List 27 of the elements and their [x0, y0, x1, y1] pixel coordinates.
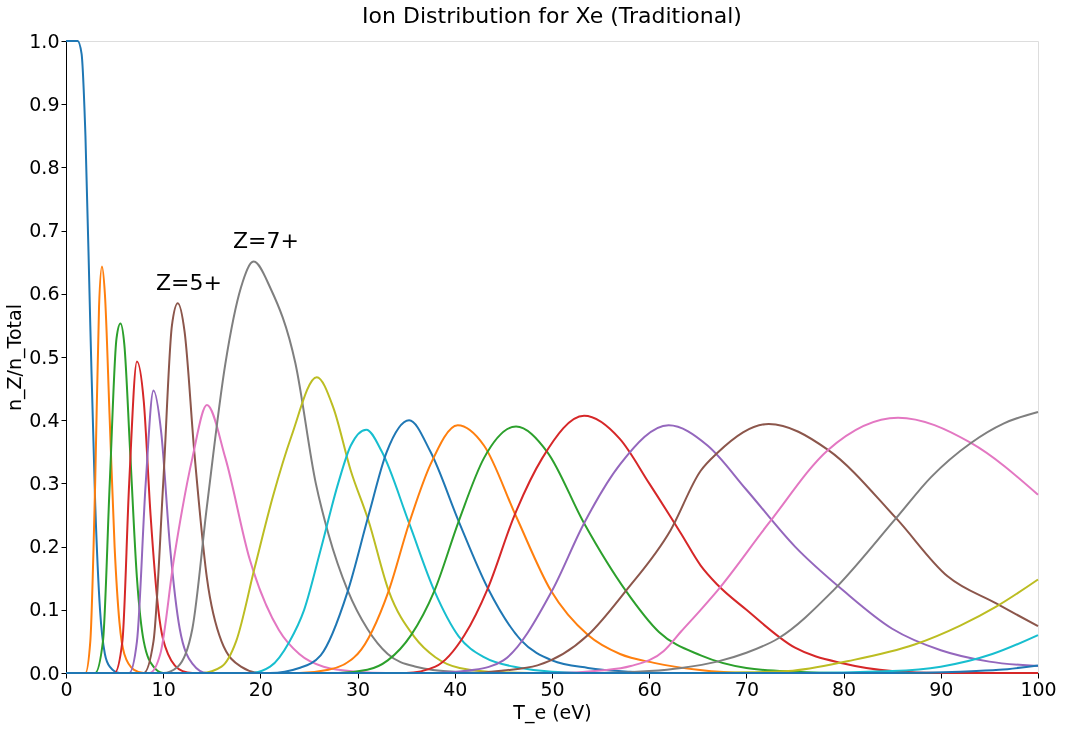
annotation: Z=7+	[233, 228, 299, 253]
x-tick-label: 30	[346, 677, 371, 700]
y-tick-label: 0.6	[29, 282, 60, 305]
x-tick-label: 90	[929, 677, 954, 700]
x-tick-label: 100	[1020, 677, 1057, 700]
y-tick-label: 0.3	[29, 471, 60, 494]
y-tick-label: 1.0	[29, 29, 60, 52]
y-tick-label: 0.4	[29, 408, 60, 431]
x-tick-label: 10	[151, 677, 176, 700]
x-tick-label: 0	[60, 677, 73, 700]
x-axis-title: T_e (eV)	[512, 700, 592, 724]
annotation: Z=5+	[156, 270, 222, 295]
x-tick-label: 60	[637, 677, 662, 700]
x-tick-label: 20	[248, 677, 273, 700]
y-tick-label: 0.8	[29, 155, 60, 178]
x-tick-label: 40	[443, 677, 468, 700]
x-tick-label: 50	[540, 677, 565, 700]
x-tick-label: 80	[832, 677, 857, 700]
y-tick-label: 0.5	[29, 345, 60, 368]
y-axis-title: n_Z/n_Total	[3, 304, 27, 411]
y-tick-label: 0.2	[29, 535, 60, 558]
chart-title: Ion Distribution for Xe (Traditional)	[362, 3, 742, 28]
y-tick-label: 0.1	[29, 598, 60, 621]
y-tick-label: 0.7	[29, 219, 60, 242]
x-tick-label: 70	[734, 677, 759, 700]
y-tick-label: 0.0	[29, 661, 60, 684]
y-tick-label: 0.9	[29, 92, 60, 115]
